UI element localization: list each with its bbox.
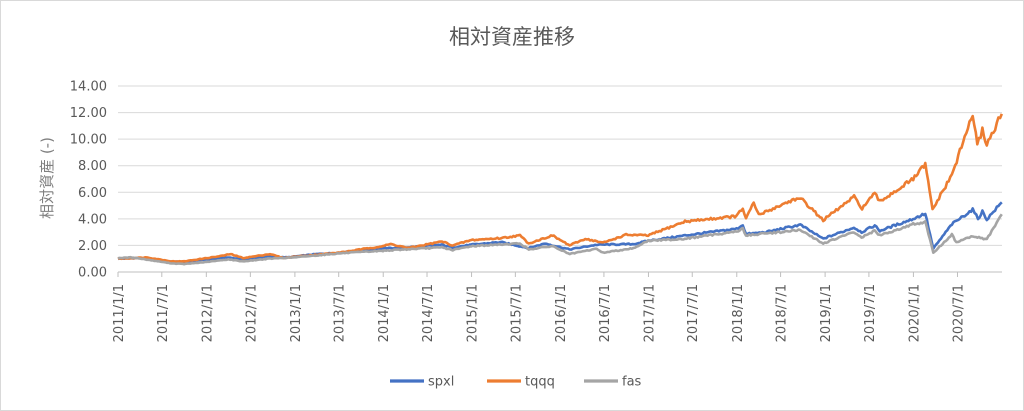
legend: spxl tqqq fas — [390, 375, 642, 390]
x-tick-label: 2013/1/1 — [289, 284, 304, 342]
x-tick-label: 2013/7/1 — [333, 284, 348, 342]
x-tick-label: 2016/1/1 — [554, 284, 569, 342]
x-tick-label: 2014/1/1 — [377, 284, 392, 342]
y-tick-label: 2.00 — [78, 239, 107, 254]
series-line-spxl — [117, 201, 1003, 264]
x-tick-label: 2015/7/1 — [509, 284, 524, 342]
x-tick-label: 2014/7/1 — [421, 284, 436, 342]
x-tick-label: 2012/7/1 — [244, 284, 259, 342]
legend-label-tqqq: tqqq — [525, 375, 555, 390]
y-tick-label: 10.00 — [70, 133, 107, 148]
y-tick-label: 0.00 — [78, 266, 107, 281]
x-tick-label: 2019/7/1 — [863, 284, 878, 342]
x-tick-label: 2011/1/1 — [112, 284, 127, 342]
legend-label-fas: fas — [622, 375, 642, 390]
y-tick-label: 14.00 — [70, 80, 107, 95]
y-axis-label: 相対資産 (-) — [38, 137, 56, 219]
x-tick-label: 2017/7/1 — [686, 284, 701, 342]
series-line-fas — [117, 213, 1003, 266]
gridlines — [118, 85, 1002, 273]
series-lines — [117, 113, 1004, 266]
chart-title: 相対資産推移 — [449, 25, 575, 49]
series-line-tqqq — [117, 113, 1004, 263]
y-tick-labels: 0.00 2.00 4.00 6.00 8.00 10.00 12.00 14.00 — [70, 80, 107, 281]
x-tick-label: 2011/7/1 — [156, 284, 171, 342]
x-tick-label: 2020/7/1 — [951, 284, 966, 342]
y-tick-label: 8.00 — [78, 159, 107, 174]
x-tick-label: 2018/7/1 — [775, 284, 790, 342]
x-tick-label: 2016/7/1 — [598, 284, 613, 342]
x-tick-label: 2018/1/1 — [731, 284, 746, 342]
x-tick-label: 2012/1/1 — [200, 284, 215, 342]
y-tick-label: 12.00 — [70, 106, 107, 121]
x-tick-labels: 2011/1/1 2011/7/1 2012/1/1 2012/7/1 2013/1/1… — [112, 272, 966, 342]
x-tick-label: 2015/1/1 — [466, 284, 481, 342]
x-tick-label: 2019/1/1 — [819, 284, 834, 342]
x-tick-label: 2020/1/1 — [907, 284, 922, 342]
legend-label-spxl: spxl — [428, 375, 454, 390]
x-tick-label: 2017/1/1 — [642, 284, 657, 342]
y-tick-label: 4.00 — [78, 212, 107, 227]
y-tick-label: 6.00 — [78, 186, 107, 201]
